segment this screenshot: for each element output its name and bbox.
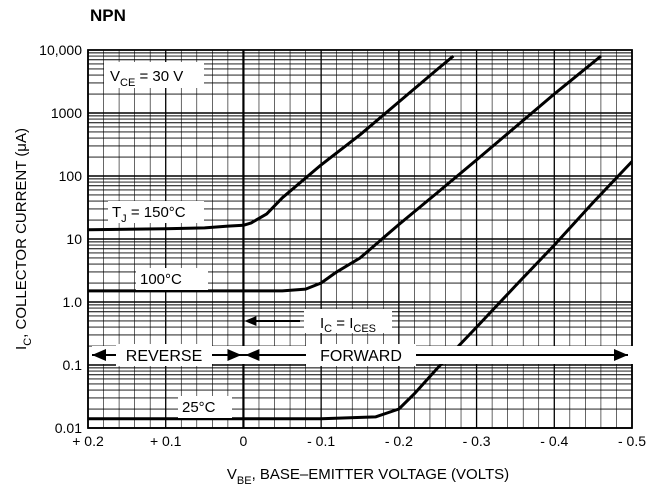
series-curve-0 — [88, 54, 455, 232]
chart-header-title: NPN — [90, 6, 126, 25]
vce-label-bg — [104, 62, 204, 88]
y-tick-label: 1000 — [51, 105, 82, 121]
forward-label: FORWARD — [320, 348, 402, 365]
ic-ices-arrowhead — [244, 316, 257, 326]
reverse-label: REVERSE — [126, 348, 202, 365]
x-tick-label: - 0.3 — [463, 433, 491, 449]
y-tick-label: 10,000 — [39, 42, 82, 58]
forward-label-bg — [306, 344, 416, 366]
chart-axes — [87, 49, 633, 429]
x-tick-label: + 0.2 — [72, 433, 104, 449]
chart-curves — [88, 54, 632, 421]
y-axis-title-group: IC, COLLECTOR CURRENT (μA) — [13, 128, 34, 350]
series-label-bg — [136, 268, 208, 290]
chart-axis-labels: VBE, BASE–EMITTER VOLTAGE (VOLTS) IC, COL… — [13, 128, 509, 487]
y-tick-label: 1.0 — [63, 294, 83, 310]
x-tick-label: 0 — [240, 433, 248, 449]
forward-arrowhead-right — [614, 349, 628, 361]
reverse-arrowhead-left — [92, 349, 106, 361]
x-axis-title: VBE, BASE–EMITTER VOLTAGE (VOLTS) — [227, 466, 509, 487]
reverse-label-bg — [116, 344, 212, 366]
vce-label: VCE = 30 V — [110, 68, 183, 89]
y-tick-label: 100 — [59, 168, 83, 184]
x-tick-label: - 0.4 — [540, 433, 568, 449]
y-tick-label: 10 — [66, 231, 82, 247]
series-label-0: TJ = 150°C — [112, 204, 186, 225]
chart-annotations: TJ = 150°C 100°C 25°C VCE = 30 V IC = ICES RE… — [92, 62, 636, 418]
forward-arrowhead-left — [245, 349, 260, 361]
ic-ices-bg — [304, 309, 392, 333]
series-curve-1 — [88, 54, 602, 293]
series-curve-2 — [88, 159, 632, 421]
x-tick-label: - 0.1 — [307, 433, 335, 449]
x-tick-label: - 0.5 — [618, 433, 646, 449]
plot-frame — [87, 49, 633, 429]
y-tick-label: 0.01 — [55, 420, 82, 436]
series-label-bg — [108, 201, 204, 223]
y-axis-title: IC, COLLECTOR CURRENT (μA) — [13, 128, 34, 350]
chart-grid — [87, 50, 633, 429]
series-label-bg — [178, 396, 232, 418]
chart-tick-labels: + 0.2 + 0.1 0 - 0.1 - 0.2 - 0.3 - 0.4 - 0.5 0.01… — [39, 42, 646, 449]
series-label-2: 25°C — [182, 399, 216, 416]
x-tick-label: - 0.2 — [385, 433, 413, 449]
x-tick-label: + 0.1 — [150, 433, 182, 449]
series-label-1: 100°C — [140, 271, 182, 288]
ic-ices-label: IC = ICES — [320, 315, 376, 335]
reverse-arrowhead-right — [227, 349, 242, 361]
y-tick-label: 0.1 — [63, 357, 83, 373]
